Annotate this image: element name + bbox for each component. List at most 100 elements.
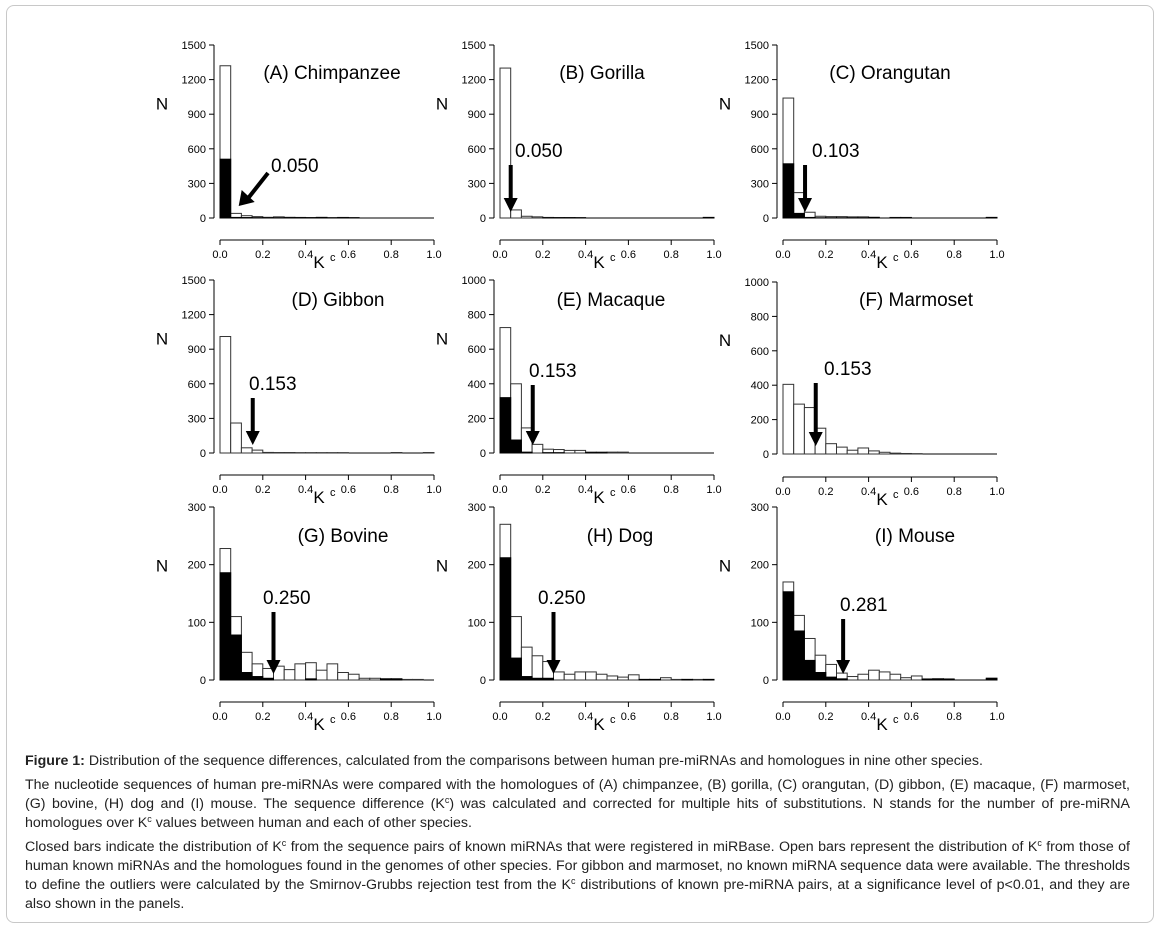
panel-g-open-bar [305, 662, 317, 681]
panel-f-x-label: K [876, 490, 888, 509]
caption-text: from the sequence pairs of known miRNAs … [286, 839, 1038, 855]
panel-h-closed-bar [520, 676, 533, 681]
panel-g-open-bar [369, 677, 381, 681]
superscript: c [147, 814, 152, 824]
panel-c-y-tick-label: 0 [763, 213, 769, 225]
panel-c-y-tick-label: 900 [751, 109, 769, 121]
panel-g-open-bar [283, 669, 296, 681]
panel-d-y-tick-label: 0 [200, 448, 206, 460]
panel-d-x-label-superscript: c [330, 487, 336, 499]
panel-e-title: (E) Macaque [557, 290, 666, 311]
caption-text: ) was calculated and corrected for multi… [25, 796, 1131, 831]
panel-g-open-bar [401, 678, 414, 681]
panel-a-y-tick-label: 1200 [182, 75, 206, 87]
panel-h-x-tick-label: 0.4 [578, 711, 593, 723]
panel-g-open-bar [337, 672, 349, 681]
panel-i-closed-bar [985, 677, 998, 681]
panel-h-y-tick-label: 300 [468, 502, 486, 514]
panel-e-y-tick-label: 0 [480, 448, 486, 460]
panel-d-y-label: N [156, 330, 168, 349]
panel-f-open-bar [836, 446, 848, 455]
panel-c-y-tick-label: 1200 [745, 75, 769, 87]
panel-e-x-tick-label: 1.0 [706, 484, 721, 496]
panel-b-y-tick-label: 900 [468, 109, 486, 121]
panel-a-x-tick-label: 1.0 [426, 249, 441, 261]
panel-b-y-label: N [436, 95, 448, 114]
panel-d-x-tick-label: 0.6 [341, 484, 356, 496]
panel-g-closed-bar [305, 678, 317, 681]
panel-i-x-label: K [876, 715, 888, 734]
panel-a-x-tick-label: 0.2 [255, 249, 270, 261]
panel-f-x-tick-label: 0.6 [904, 486, 919, 498]
caption-text: The nucleotide sequences of human pre-mi… [25, 777, 1130, 812]
panel-c-closed-bar [803, 216, 816, 219]
panel-i-closed-bar [836, 678, 848, 681]
panel-h-x-tick-label: 0.6 [621, 711, 636, 723]
panel-e-open-bar [617, 451, 629, 454]
panel-g-threshold-label: 0.250 [263, 588, 311, 609]
panel-d-y-tick-label: 300 [188, 413, 206, 425]
panel-g-x-tick-label: 0.0 [212, 711, 227, 723]
panel-f-y-tick-label: 200 [751, 415, 769, 427]
panel-b-y-tick-label: 300 [468, 178, 486, 190]
panel-c-threshold-label: 0.103 [812, 141, 860, 162]
panel-f-x-tick-label: 0.8 [947, 486, 962, 498]
panel-e-y-label: N [436, 330, 448, 349]
panel-h-x-label: K [593, 715, 605, 734]
panel-b-open-bar [510, 209, 522, 219]
superscript: c [571, 876, 576, 886]
panel-e-x-tick-label: 0.6 [621, 484, 636, 496]
panel-c-closed-bar [782, 163, 795, 219]
panel-a-threshold-label: 0.050 [271, 156, 319, 177]
panel-f-x-tick-label: 0.2 [818, 486, 833, 498]
panel-g-title: (G) Bovine [298, 526, 389, 547]
panel-i-open-bar [857, 673, 870, 681]
panel-i-closed-bar [803, 659, 816, 681]
figure-title: Distribution of the sequence differences… [88, 753, 983, 769]
panel-h-closed-bar [649, 678, 661, 681]
panel-c-x-tick-label: 0.8 [947, 249, 962, 261]
panel-f-open-bar [782, 383, 795, 455]
superscript: c [1037, 838, 1042, 848]
panel-d-y-tick-label: 1200 [182, 310, 206, 322]
panel-i-y-tick-label: 300 [751, 502, 769, 514]
panel-h-closed-bar [702, 678, 715, 681]
panel-e-y-tick-label: 600 [468, 344, 486, 356]
panel-f-open-bar [889, 452, 902, 455]
panel-h-closed-bar [681, 678, 694, 681]
panel-a-closed-bar [219, 158, 232, 219]
panel-g-x-tick-label: 0.2 [255, 711, 270, 723]
panel-f-x-tick-label: 0.4 [861, 486, 876, 498]
panel-g-closed-bar [251, 676, 264, 681]
panel-f-title: (F) Marmoset [859, 290, 974, 311]
panel-b-x-label-superscript: c [610, 252, 616, 264]
panel-c-closed-bar [985, 216, 998, 219]
panel-f-y-tick-label: 1000 [745, 277, 769, 289]
panel-g-closed-bar [262, 677, 274, 681]
caption-text: from those of human known miRNAs and the… [25, 839, 1130, 893]
panel-i-closed-bar [782, 591, 795, 681]
panel-h-x-tick-label: 0.2 [535, 711, 550, 723]
panel-e-y-tick-label: 1000 [462, 275, 486, 287]
panel-i-x-tick-label: 0.2 [818, 711, 833, 723]
panel-e-threshold-arrow-head [525, 431, 540, 445]
panel-h-open-bar [553, 671, 565, 681]
panel-b-threshold-arrow-head [503, 198, 518, 212]
panel-c-closed-bar [793, 212, 805, 219]
panel-g-x-tick-label: 0.4 [298, 711, 313, 723]
panel-h-open-bar [563, 673, 576, 681]
panel-g-x-label-superscript: c [330, 714, 336, 726]
panel-e-closed-bar [510, 439, 522, 454]
panel-a-closed-bar [230, 216, 242, 219]
panel-c-y-label: N [719, 95, 731, 114]
panel-f-y-tick-label: 800 [751, 311, 769, 323]
panel-g-y-tick-label: 200 [188, 560, 206, 572]
panel-f-open-bar [803, 407, 816, 455]
panel-i-x-tick-label: 0.0 [775, 711, 790, 723]
panel-h-closed-bar [638, 678, 651, 681]
panel-f-open-bar [793, 403, 805, 455]
panel-b-y-tick-label: 1200 [462, 75, 486, 87]
panel-c-x-tick-label: 0.4 [861, 249, 876, 261]
panel-e-x-label: K [593, 488, 605, 507]
panel-f-y-label: N [719, 331, 731, 350]
